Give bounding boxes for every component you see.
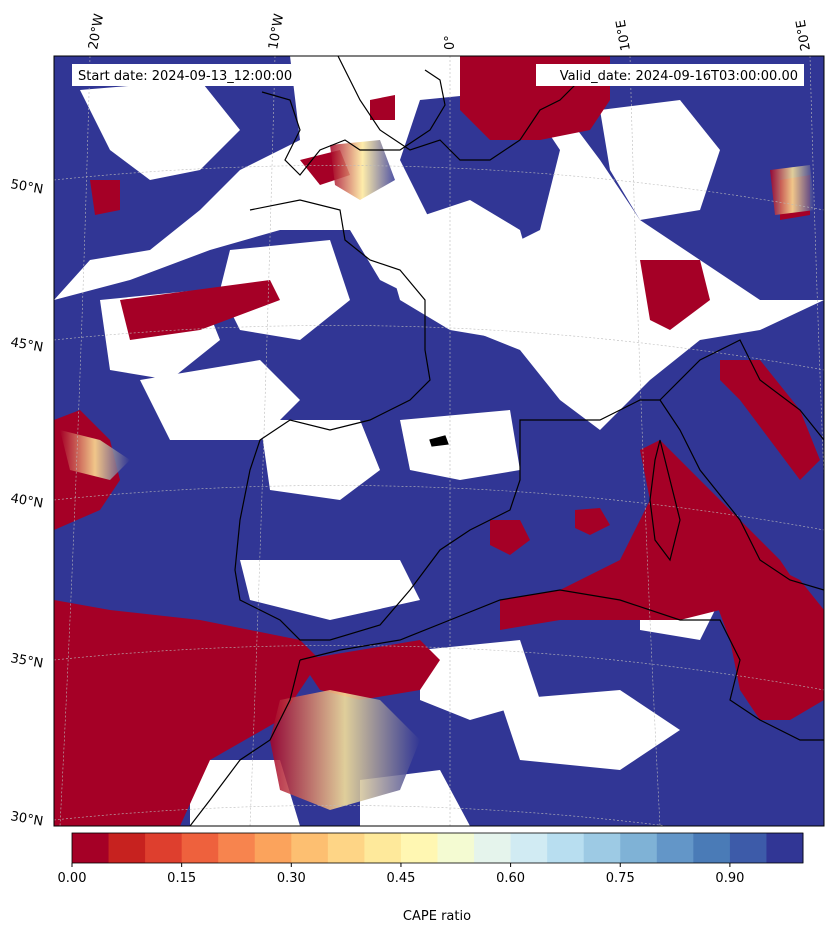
valid-date-box: Valid_date: 2024-09-16T03:00:00.00: [536, 64, 804, 86]
britain-coast: [261, 69, 446, 176]
start-date-text: Start date: 2024-09-13_12:00:00: [78, 69, 292, 84]
colorbar-swatch: [327, 833, 365, 863]
lat-label-30n: 30°N: [9, 809, 44, 829]
colorbar-ticks: 0.00 0.15 0.30 0.45 0.60 0.75 0.90: [58, 863, 744, 886]
colorbar-tick-label: 0.90: [715, 871, 744, 886]
lat-label-35n: 35°N: [9, 651, 44, 671]
colorbar-tick-label: 0.45: [386, 871, 415, 886]
valid-date-background: [536, 64, 804, 86]
map-frame: [53, 55, 825, 827]
iberia-france-coast: [234, 199, 824, 641]
colorbar-swatch: [656, 833, 694, 863]
colorbar-swatch: [364, 833, 402, 863]
colorbar-tick-label: 0.30: [277, 871, 306, 886]
north-sea-coast: [337, 56, 581, 161]
colorbar-swatch: [291, 833, 329, 863]
coastlines: [189, 56, 824, 826]
corsica-sardinia: [649, 439, 681, 562]
colorbar-frame: [71, 832, 804, 864]
transition-zones: [60, 140, 815, 810]
colorbar-swatch: [218, 833, 256, 863]
longitude-labels: 20°W 10°W 0° 10°E 20°E: [86, 13, 814, 52]
colorbar-swatch: [766, 833, 804, 863]
graticule: [54, 56, 824, 826]
colorbar-tick-label: 0.00: [58, 871, 87, 886]
italy-north-coast: [659, 339, 824, 441]
lon-label-10w: 10°W: [266, 13, 287, 51]
colorbar-swatch: [729, 833, 767, 863]
colorbar-tick-label: 0.15: [167, 871, 196, 886]
colorbar-swatches: [72, 833, 804, 863]
colorbar-swatch: [400, 833, 438, 863]
map-panel: Start date: 2024-09-13_12:00:00 Valid_da…: [53, 55, 825, 827]
colorbar-swatch: [254, 833, 292, 863]
lon-label-20e: 20°E: [794, 19, 814, 52]
colorbar-swatch: [72, 833, 110, 863]
colorbar-swatch: [145, 833, 183, 863]
colorbar-swatch: [583, 833, 621, 863]
latitude-labels: 50°N 45°N 40°N 35°N 30°N: [9, 177, 44, 829]
lon-label-10e: 10°E: [614, 19, 634, 52]
cape-field: [54, 56, 824, 826]
lat-label-45n: 45°N: [9, 335, 44, 355]
colorbar-swatch: [620, 833, 658, 863]
lon-label-20w: 20°W: [86, 13, 107, 51]
colorbar-swatch: [108, 833, 146, 863]
colorbar-swatch: [693, 833, 731, 863]
lat-label-50n: 50°N: [9, 177, 44, 197]
lon-label-0: 0°: [443, 35, 458, 50]
start-date-background: [72, 64, 316, 86]
valid-date-text: Valid_date: 2024-09-16T03:00:00.00: [560, 69, 798, 84]
colorbar-swatch: [181, 833, 219, 863]
colorbar-swatch: [474, 833, 512, 863]
lat-label-40n: 40°N: [9, 491, 44, 511]
balearic-islands: [429, 435, 449, 447]
colorbar-swatch: [437, 833, 475, 863]
colorbar: 0.00 0.15 0.30 0.45 0.60 0.75 0.90 CAPE ratio: [58, 832, 804, 924]
colorbar-tick-label: 0.60: [496, 871, 525, 886]
colorbar-tick-label: 0.75: [606, 871, 635, 886]
morocco-atlantic-coast: [189, 659, 301, 826]
colorbar-swatch: [547, 833, 585, 863]
start-date-box: Start date: 2024-09-13_12:00:00: [72, 64, 316, 86]
north-africa-coast: [299, 589, 824, 741]
low-ratio-areas: [54, 56, 824, 826]
colorbar-label: CAPE ratio: [403, 909, 471, 924]
colorbar-swatch: [510, 833, 548, 863]
